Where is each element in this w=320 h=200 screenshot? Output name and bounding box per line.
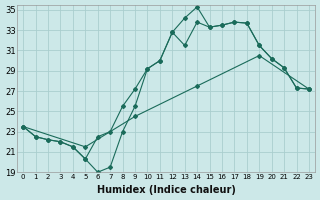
X-axis label: Humidex (Indice chaleur): Humidex (Indice chaleur)	[97, 185, 236, 195]
